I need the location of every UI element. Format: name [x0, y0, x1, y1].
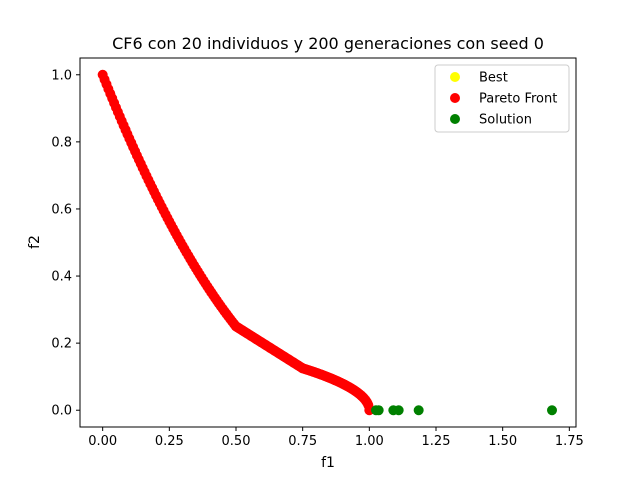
x-tick-label: 0.00: [88, 434, 117, 449]
legend: Best Pareto Front Solution: [434, 64, 570, 133]
x-tick-label: 1.75: [555, 434, 584, 449]
x-tick-label: 0.75: [288, 434, 317, 449]
axes-frame: [79, 57, 577, 428]
x-tick-label: 0.50: [222, 434, 251, 449]
x-tick-label: 1.50: [488, 434, 517, 449]
solution-point: [393, 405, 404, 416]
y-tick-label: 0.8: [51, 135, 72, 150]
y-tick-label: 0.6: [51, 202, 72, 217]
plot-area: [97, 69, 557, 416]
legend-marker-solution: [450, 114, 460, 124]
legend-marker-best: [450, 72, 460, 82]
y-tick-label: 0.2: [51, 337, 72, 352]
x-tick-label: 1.25: [422, 434, 451, 449]
y-tick-label: 0.0: [51, 404, 72, 419]
x-axis-label: f1: [321, 455, 335, 471]
y-tick-label: 0.4: [51, 270, 72, 285]
solution-point: [547, 405, 557, 416]
y-tick-label: 1.0: [51, 68, 72, 83]
chart-title: CF6 con 20 individuos y 200 generaciones…: [112, 34, 544, 53]
solution-point: [413, 405, 424, 416]
legend-label-best: Best: [479, 71, 508, 86]
solution-point: [373, 405, 384, 416]
y-axis-label: f2: [27, 235, 43, 249]
axis-ticks: 0.00 0.25 0.50 0.75 1.00 1.25 1.50 1.75 0.0 0.2 0.…: [51, 68, 583, 449]
legend-label-pareto-front: Pareto Front: [479, 92, 557, 107]
x-tick-label: 0.25: [155, 434, 184, 449]
x-tick-label: 1.00: [355, 434, 384, 449]
legend-label-solution: Solution: [479, 113, 532, 128]
legend-box: [434, 64, 570, 133]
legend-marker-pareto-front: [450, 93, 460, 103]
